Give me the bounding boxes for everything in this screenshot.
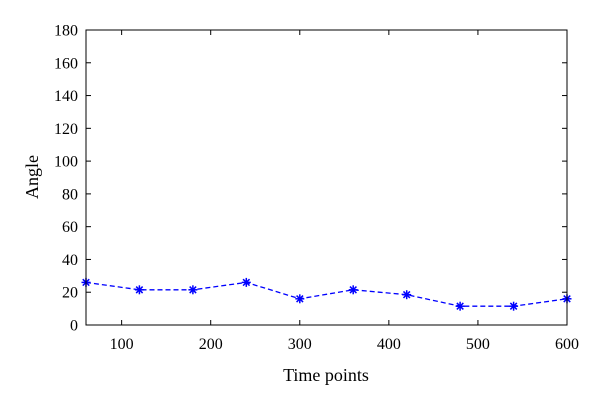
plot-frame	[85, 29, 568, 326]
x-tick-label: 600	[555, 336, 579, 353]
data-point-marker	[348, 285, 358, 295]
x-tick-label: 200	[199, 336, 223, 353]
data-point-marker	[188, 285, 198, 295]
y-tick-label: 0	[70, 318, 78, 335]
y-axis-title: Angle	[22, 155, 42, 199]
y-tick-label: 80	[62, 186, 78, 203]
tick-labels-layer: 0 20 40 60 80 100 120 140 160 180 100 200 300 400 500 6…	[54, 23, 579, 354]
y-tick-label: 140	[54, 88, 78, 105]
x-tick-label: 100	[110, 336, 134, 353]
series-line	[85, 281, 568, 307]
x-tick-label: 400	[377, 336, 401, 353]
y-tick-label: 40	[62, 252, 78, 269]
data-point-marker	[402, 290, 412, 300]
y-tick-label: 120	[54, 121, 78, 138]
y-tick-label: 160	[54, 55, 78, 72]
x-tick-label: 300	[288, 336, 312, 353]
y-tick-label: 60	[62, 219, 78, 236]
y-tick-label: 100	[54, 154, 78, 171]
y-tick-label: 20	[62, 285, 78, 302]
data-point-marker	[295, 294, 305, 304]
data-point-marker	[509, 301, 519, 311]
x-tick-label: 500	[466, 336, 490, 353]
series-layer	[81, 277, 572, 311]
data-point-marker	[241, 277, 251, 287]
ticks-layer	[86, 29, 568, 326]
y-tick-label: 180	[54, 23, 78, 40]
data-point-marker	[455, 301, 465, 311]
data-point-marker	[134, 285, 144, 295]
x-axis-title: Time points	[283, 365, 369, 385]
